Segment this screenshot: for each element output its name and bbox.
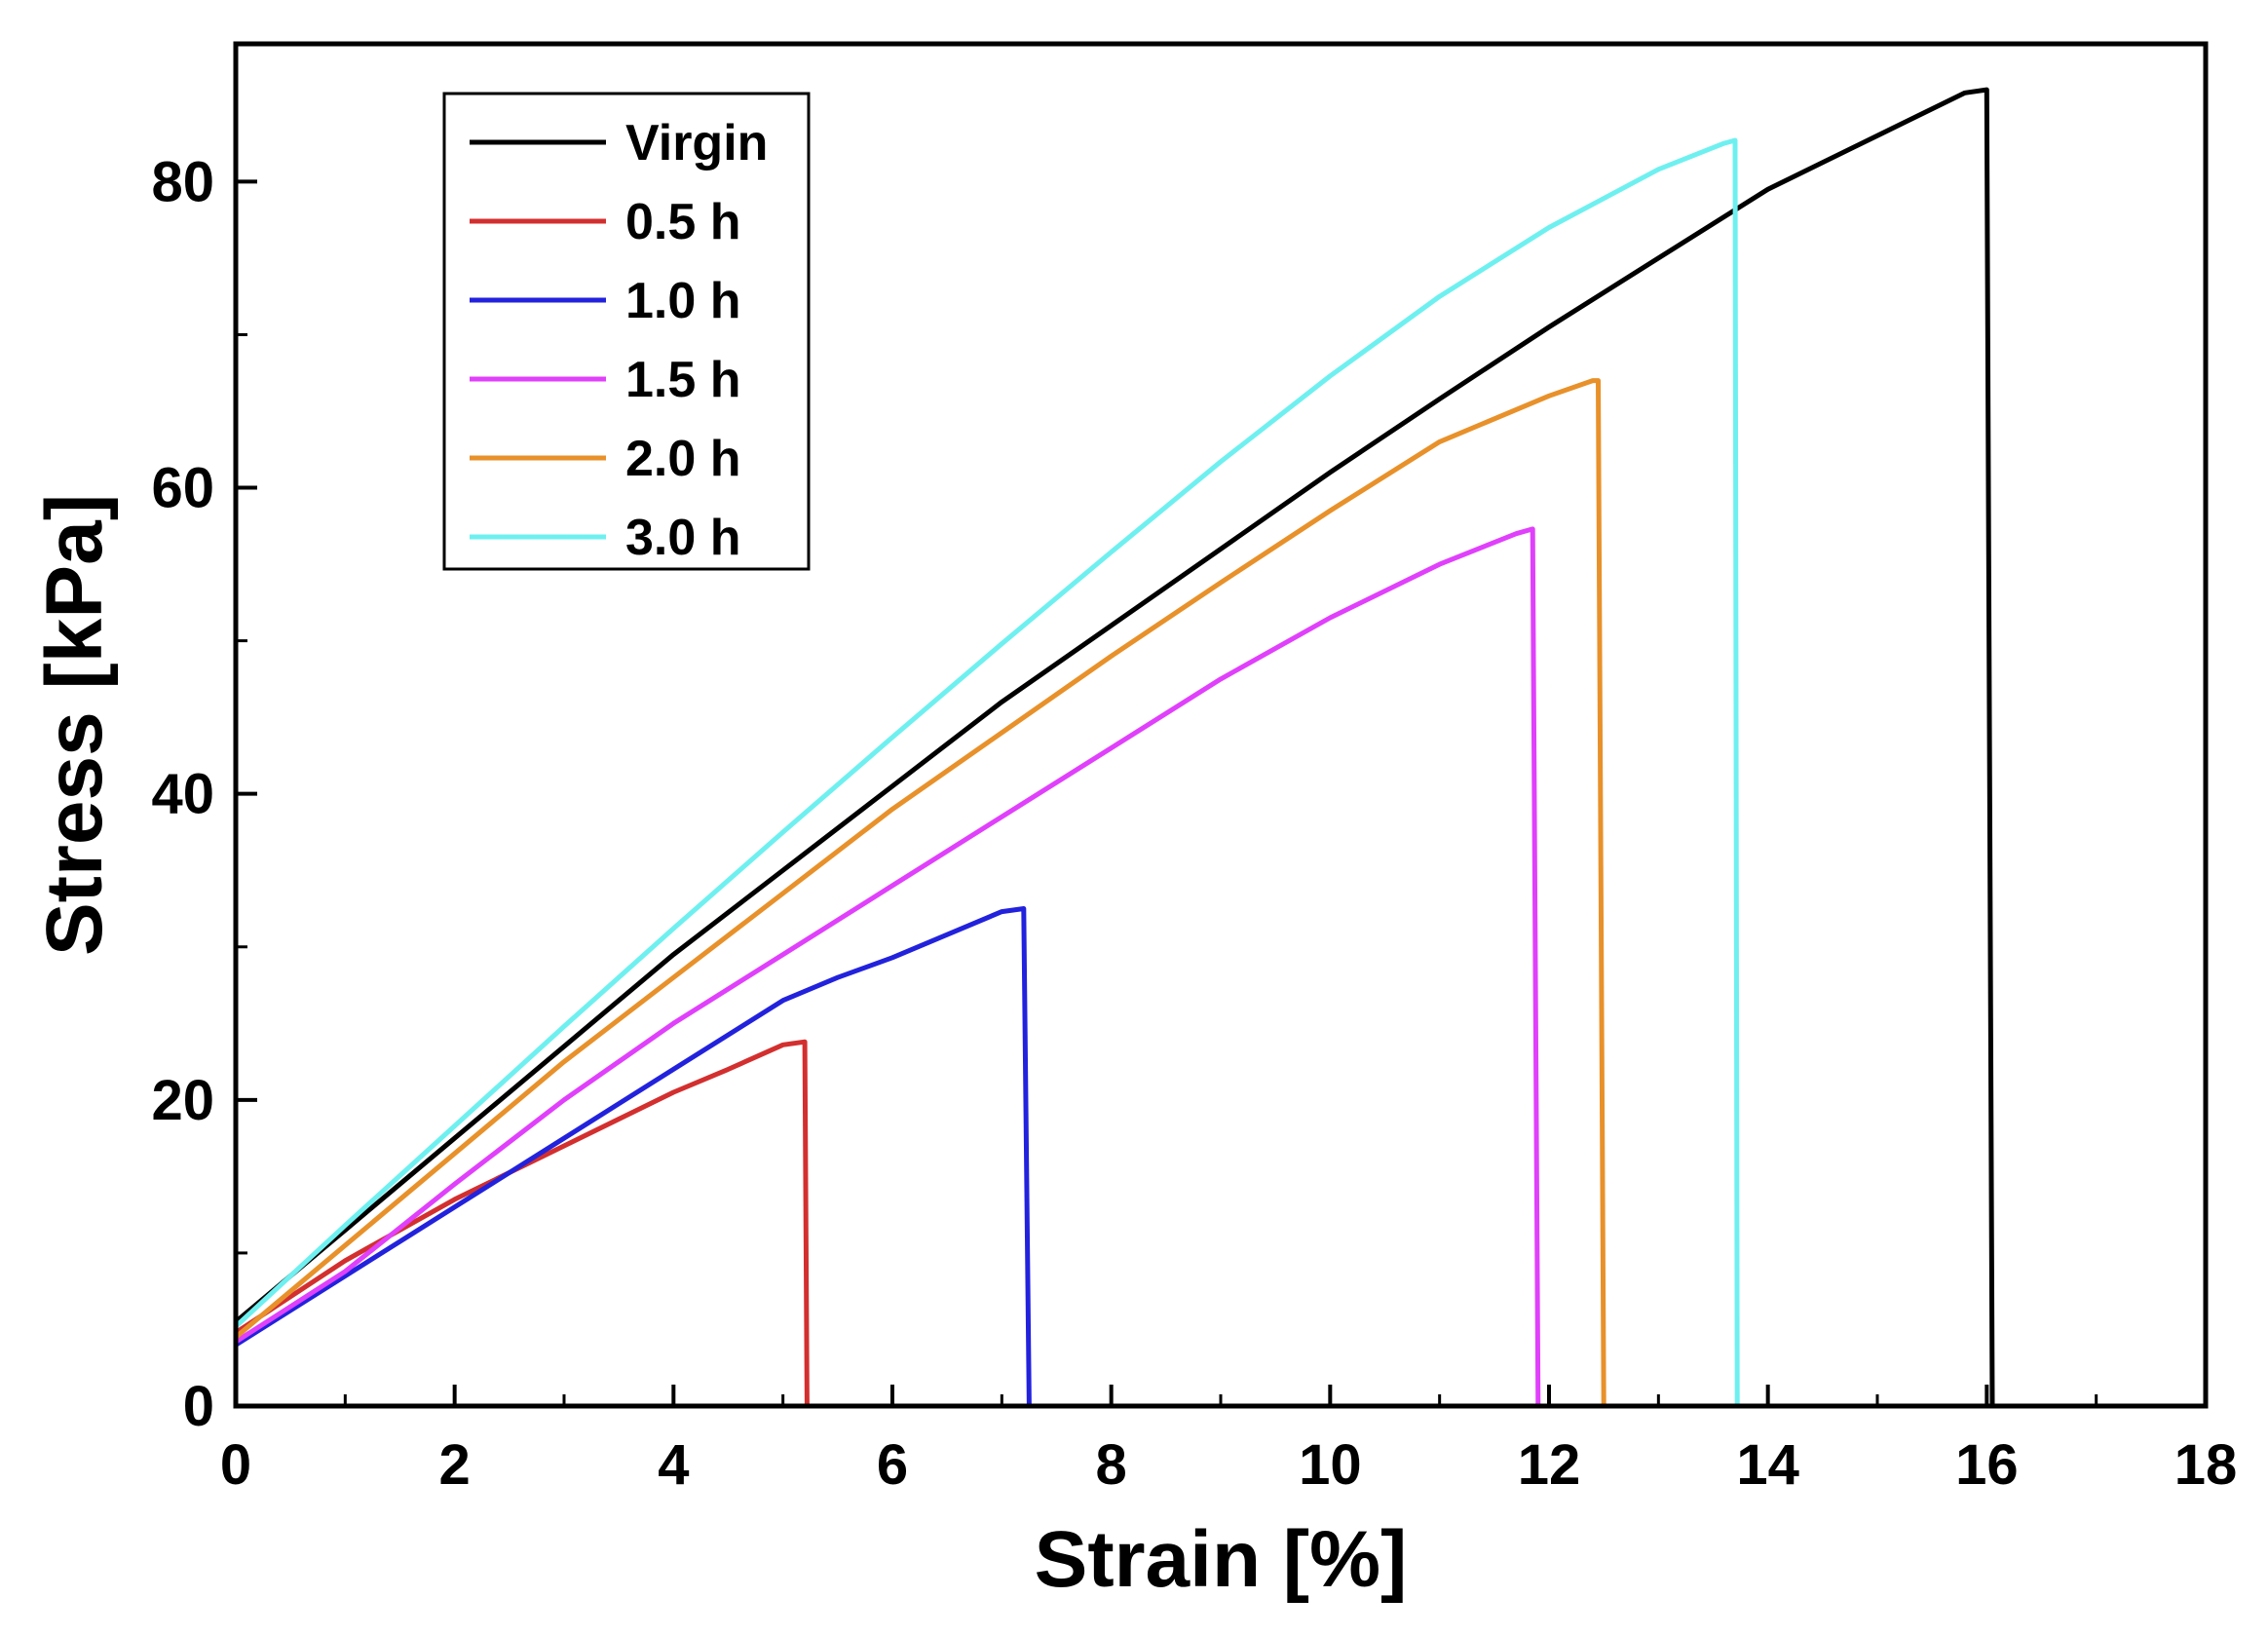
series-line-0 <box>233 87 1995 1409</box>
series-line-3 <box>233 526 1541 1409</box>
y-tick-label: 20 <box>151 1069 214 1132</box>
x-tick-label: 12 <box>1518 1433 1581 1497</box>
y-tick-label: 40 <box>151 763 214 826</box>
ticks-layer: 0 2 4 6 8 10 12 14 16 18 0 20 40 60 80 <box>151 150 2237 1497</box>
x-tick-label: 6 <box>877 1433 908 1497</box>
series-line-4 <box>233 378 1606 1409</box>
legend-label-4: 2.0 h <box>625 431 741 487</box>
x-axis-label: Strain [%] <box>1035 1515 1408 1604</box>
legend-label-1: 0.5 h <box>625 194 741 250</box>
x-tick-label: 2 <box>439 1433 471 1497</box>
legend-label-5: 3.0 h <box>625 510 741 566</box>
legend-box <box>442 92 811 571</box>
legend-label-2: 1.0 h <box>625 273 741 329</box>
y-tick-label: 60 <box>151 457 214 520</box>
legend: Virgin 0.5 h 1.0 h 1.5 h 2.0 h 3.0 h <box>442 92 811 571</box>
x-tick-label: 10 <box>1299 1433 1362 1497</box>
series-line-2 <box>233 906 1032 1409</box>
y-axis-label: Stress [kPa] <box>30 494 119 956</box>
x-tick-label: 4 <box>658 1433 689 1497</box>
x-tick-label: 14 <box>1736 1433 1799 1497</box>
series-line-5 <box>233 137 1740 1409</box>
x-tick-label: 0 <box>220 1433 251 1497</box>
x-tick-label: 18 <box>2174 1433 2238 1497</box>
y-tick-label: 80 <box>151 150 214 213</box>
legend-label-3: 1.5 h <box>625 352 741 408</box>
legend-label-0: Virgin <box>625 115 768 171</box>
y-tick-label: 0 <box>183 1375 214 1438</box>
x-tick-label: 16 <box>1955 1433 2019 1497</box>
series-layer <box>233 87 1995 1409</box>
x-tick-label: 8 <box>1096 1433 1127 1497</box>
